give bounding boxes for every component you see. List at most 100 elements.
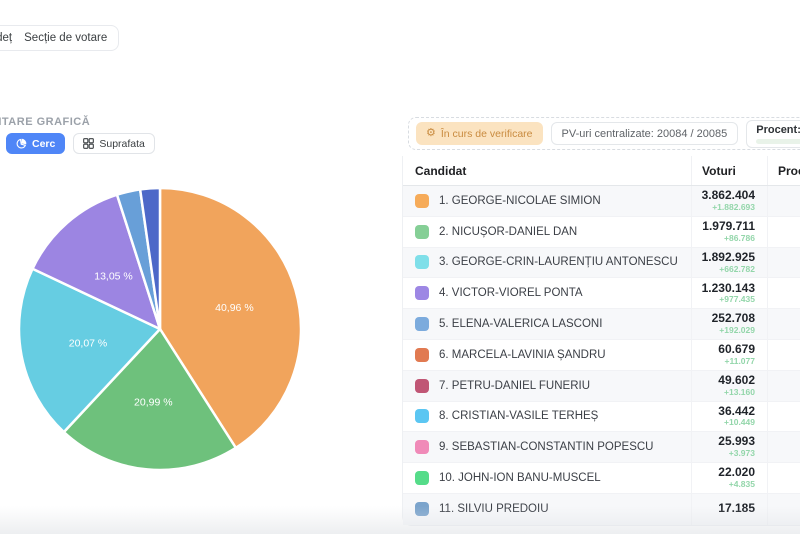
candidate-color-swatch: [415, 317, 429, 332]
votes-delta: +10.449: [724, 417, 755, 428]
percent-cell: [767, 247, 800, 278]
candidate-color-swatch: [415, 224, 429, 239]
verification-badge: ⚙ În curs de verificare: [416, 122, 543, 145]
percent-cell: [767, 463, 800, 493]
candidate-name: 9. SEBASTIAN-CONSTANTIN POPESCU: [439, 441, 654, 454]
view-suprafata-label: Suprafata: [99, 137, 145, 150]
percent-progress-box: Procent: 100,00 %: [746, 119, 800, 148]
candidate-color-swatch: [415, 471, 429, 486]
votes-value: 1.230.143: [701, 280, 755, 295]
verification-status-bar: ⚙ În curs de verificare PV-uri centraliz…: [408, 117, 800, 150]
table-row[interactable]: 5. ELENA-VALERICA LASCONI 252.708 +192.0…: [403, 309, 800, 340]
votes-delta: +11.077: [724, 355, 756, 366]
candidate-name: 7. PETRU-DANIEL FUNERIU: [439, 379, 591, 392]
table-row[interactable]: 3. GEORGE-CRIN-LAURENȚIU ANTONESCU 1.892…: [403, 247, 800, 279]
pie-slice-label: 13,05 %: [94, 271, 133, 283]
votes-delta: +662.782: [719, 263, 755, 274]
candidate-color-swatch: [415, 347, 429, 362]
votes-value: 17.185: [718, 501, 755, 516]
pie-chart: 40,96 % 20,99 % 20,07 % 13,05 %: [12, 183, 312, 483]
votes-value: 60.679: [718, 342, 755, 357]
candidate-color-swatch: [415, 378, 429, 393]
candidate-name: 6. MARCELA-LAVINIA ȘANDRU: [439, 348, 606, 361]
votes-value: 252.708: [711, 311, 755, 326]
candidate-color-swatch: [415, 502, 429, 517]
view-cerc-button[interactable]: Cerc: [6, 133, 66, 154]
percent-cell: [767, 186, 800, 216]
pie-chart-svg: 40,96 % 20,99 % 20,07 % 13,05 %: [17, 186, 303, 472]
candidate-name: 4. VICTOR-VIOREL PONTA: [439, 287, 583, 300]
tab-judet[interactable]: Județ: [0, 32, 12, 44]
candidate-name: 1. GEORGE-NICOLAE SIMION: [439, 194, 601, 207]
header-voturi: Voturi: [691, 156, 767, 185]
candidate-color-swatch: [415, 286, 429, 301]
votes-value: 1.979.711: [702, 218, 755, 233]
tab-sectie-de-votare[interactable]: Secție de votare: [24, 32, 108, 44]
candidate-color-swatch: [415, 440, 429, 455]
percent-cell: [767, 216, 800, 247]
candidate-name: 2. NICUȘOR-DANIEL DAN: [439, 225, 578, 238]
view-cerc-label: Cerc: [32, 137, 56, 150]
view-suprafata-button[interactable]: Suprafata: [73, 133, 155, 154]
pie-slice[interactable]: [62, 327, 238, 472]
percent-cell: [767, 278, 800, 309]
pie-slice[interactable]: [31, 193, 162, 331]
votes-value: 22.020: [718, 465, 755, 480]
table-header: Candidat Voturi Procent: [403, 156, 800, 186]
graphic-section-title: REPREZENTARE GRAFICĂ: [0, 116, 91, 128]
votes-value: 25.993: [718, 434, 755, 449]
table-row[interactable]: 9. SEBASTIAN-CONSTANTIN POPESCU 25.993 +…: [403, 432, 800, 464]
votes-delta: +13.160: [724, 386, 755, 397]
grid-icon: [83, 138, 95, 149]
votes-delta: +1.882.693: [712, 201, 755, 212]
candidate-color-swatch: [415, 255, 429, 270]
candidate-name: 10. JOHN-ION BANU-MUSCEL: [439, 472, 601, 485]
pv-centralized-box: PV-uri centralizate: 20084 / 20085: [550, 122, 739, 145]
votes-value: 1.892.925: [701, 249, 755, 264]
votes-delta: +4.835: [728, 479, 755, 490]
table-row[interactable]: 4. VICTOR-VIOREL PONTA 1.230.143 +977.43…: [403, 278, 800, 310]
header-candidat: Candidat: [415, 163, 467, 178]
votes-delta: +3.973: [728, 448, 755, 459]
table-row[interactable]: 7. PETRU-DANIEL FUNERIU 49.602 +13.160: [403, 370, 800, 402]
percent-cell: [767, 432, 800, 463]
votes-delta: +192.029: [719, 325, 755, 336]
pie-slice[interactable]: [17, 267, 162, 434]
pie-slice-label: 20,07 %: [69, 337, 108, 349]
percent-cell: [767, 370, 800, 401]
percent-cell: [767, 401, 800, 432]
table-row[interactable]: 2. NICUȘOR-DANIEL DAN 1.979.711 +86.786: [403, 216, 800, 248]
table-row[interactable]: 6. MARCELA-LAVINIA ȘANDRU 60.679 +11.077: [403, 339, 800, 371]
percent-cell: [767, 309, 800, 339]
votes-value: 3.862.404: [701, 188, 755, 203]
percent-cell: [767, 493, 800, 525]
table-body: 1. GEORGE-NICOLAE SIMION 3.862.404 +1.88…: [403, 186, 800, 525]
percent-cell: [767, 339, 800, 370]
votes-value: 49.602: [718, 372, 755, 387]
candidate-name: 8. CRISTIAN-VASILE TERHEȘ: [439, 410, 599, 423]
chart-view-toggle: Cerc Suprafata: [6, 133, 155, 154]
pie-slice-label: 20,99 %: [134, 397, 173, 409]
candidate-color-swatch: [415, 193, 429, 208]
pie-chart-icon: [16, 138, 27, 149]
candidate-color-swatch: [415, 409, 429, 424]
candidates-table: Candidat Voturi Procent 1. GEORGE-NICOLA…: [402, 156, 800, 526]
pie-slice[interactable]: [138, 186, 162, 331]
header-procent: Procent: [767, 156, 800, 185]
pie-slice-label: 40,96 %: [215, 302, 254, 314]
verification-badge-label: În curs de verificare: [440, 127, 533, 140]
level-tabs: Județ Secție de votare: [0, 25, 120, 51]
votes-delta: +977.435: [719, 294, 755, 305]
table-row[interactable]: 1. GEORGE-NICOLAE SIMION 3.862.404 +1.88…: [403, 186, 800, 217]
candidate-name: 3. GEORGE-CRIN-LAURENȚIU ANTONESCU: [439, 256, 678, 269]
table-row[interactable]: 11. SILVIU PREDOIU 17.185: [403, 493, 800, 525]
votes-value: 36.442: [718, 403, 755, 418]
progress-bar-track: [756, 138, 800, 144]
percent-label: Procent: 100,00 %: [756, 123, 800, 136]
gear-icon: ⚙: [426, 127, 436, 139]
candidate-name: 11. SILVIU PREDOIU: [439, 503, 549, 516]
table-row[interactable]: 10. JOHN-ION BANU-MUSCEL 22.020 +4.835: [403, 463, 800, 494]
table-row[interactable]: 8. CRISTIAN-VASILE TERHEȘ 36.442 +10.449: [403, 401, 800, 433]
candidate-name: 5. ELENA-VALERICA LASCONI: [439, 318, 603, 331]
